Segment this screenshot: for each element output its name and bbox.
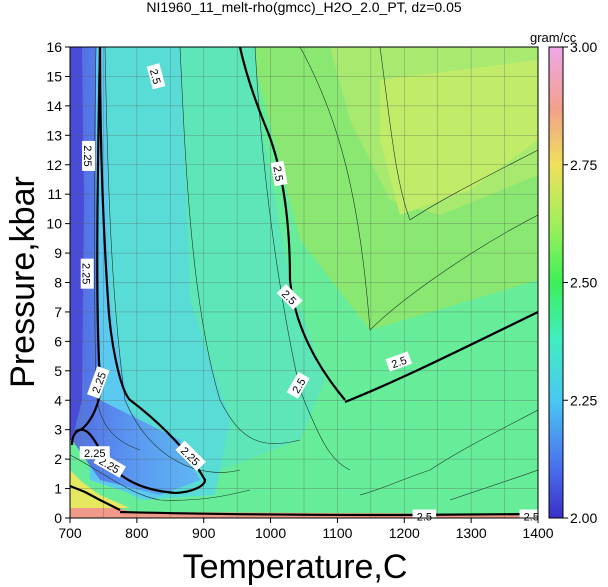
x-axis-ticks: 700 800 900 1000 1100 1200 1300 1400 bbox=[58, 518, 554, 541]
x-tick-label: 1100 bbox=[322, 525, 352, 541]
x-tick-label: 900 bbox=[192, 525, 216, 541]
contour-thin-9 bbox=[70, 454, 251, 501]
y-tick-label: 12 bbox=[46, 157, 62, 173]
y-tick-label: 1 bbox=[54, 481, 62, 497]
contour-2.5-diagonal bbox=[344, 311, 538, 404]
x-tick-label: 700 bbox=[58, 525, 82, 541]
y-tick-label: 8 bbox=[54, 275, 62, 291]
x-tick-label: 1200 bbox=[389, 525, 420, 541]
contour-2.5-vertical bbox=[238, 47, 346, 401]
field-band-peak-core bbox=[380, 60, 538, 215]
contour-label-text: 2.25 bbox=[81, 145, 93, 166]
contour-label: 2.5 bbox=[385, 351, 413, 372]
contour-label-bg bbox=[412, 509, 437, 523]
contour-thin-3 bbox=[179, 47, 301, 444]
colorbar-tick-label: 2.50 bbox=[570, 275, 597, 291]
x-axis-label: Temperature,C bbox=[183, 548, 408, 586]
contour-thin-5 bbox=[299, 47, 538, 331]
contour-label: 2.5 bbox=[146, 63, 166, 90]
y-tick-label: 7 bbox=[54, 304, 62, 320]
y-tick-label: 2 bbox=[54, 451, 62, 467]
contour-label-text: 2.25 bbox=[80, 263, 92, 284]
contour-2.5-edge bbox=[70, 484, 121, 511]
contour-label-bg bbox=[270, 160, 288, 187]
y-tick-label: 15 bbox=[46, 68, 62, 84]
y-tick-label: 14 bbox=[46, 98, 62, 114]
y-tick-label: 5 bbox=[54, 363, 62, 379]
contour-label-bg bbox=[286, 371, 310, 399]
contour-label-bg bbox=[175, 440, 206, 472]
contour-label: 2.5 bbox=[412, 509, 437, 524]
colorbar-gradient bbox=[548, 46, 564, 519]
x-tick-label: 1300 bbox=[456, 525, 487, 541]
contour-label-bg bbox=[80, 258, 94, 289]
x-tick-label: 1000 bbox=[255, 525, 286, 541]
contour-label-text: 2.25 bbox=[84, 448, 105, 460]
contour-label-bg bbox=[87, 366, 110, 399]
x-tick-label: 800 bbox=[125, 525, 149, 541]
contour-label-bg bbox=[276, 283, 303, 310]
y-tick-label: 9 bbox=[54, 245, 62, 261]
field-band-light-blue bbox=[80, 47, 200, 500]
contour-label: 2.25 bbox=[80, 258, 94, 289]
grid bbox=[70, 47, 538, 518]
y-tick-label: 3 bbox=[54, 422, 62, 438]
y-tick-label: 4 bbox=[54, 392, 62, 408]
thin-contours bbox=[70, 47, 538, 501]
colorbar: gram/cc 2.00 2.25 2.50 2.75 3.00 bbox=[530, 30, 597, 526]
contour-label-bg bbox=[519, 509, 544, 523]
y-tick-label: 13 bbox=[46, 127, 62, 143]
contour-label-bg bbox=[79, 446, 110, 460]
contour-label: 2.25 bbox=[81, 140, 96, 171]
colorbar-ticks: 2.00 2.25 2.50 2.75 3.00 bbox=[563, 39, 597, 526]
field-band-deep-blue bbox=[70, 47, 84, 440]
contour-label: 2.5 bbox=[519, 509, 544, 524]
y-tick-label: 10 bbox=[46, 216, 62, 232]
contour-thin-2 bbox=[104, 47, 241, 473]
colorbar-unit: gram/cc bbox=[530, 30, 577, 45]
contour-thin-7 bbox=[359, 409, 538, 496]
field-band-bottom-yellow bbox=[70, 470, 130, 508]
colorbar-tick-label: 2.00 bbox=[570, 510, 597, 526]
contour-label: 2.25 bbox=[79, 446, 110, 460]
colorbar-tick-label: 2.25 bbox=[570, 392, 597, 408]
y-tick-label: 16 bbox=[46, 39, 62, 55]
y-tick-label: 6 bbox=[54, 333, 62, 349]
y-axis-label: Pressure,kbar bbox=[4, 176, 42, 388]
contour-label-text: 2.5 bbox=[390, 355, 408, 372]
contour-thin-1 bbox=[94, 47, 141, 451]
contour-label-bg bbox=[146, 63, 166, 90]
x-tick-label: 1400 bbox=[522, 525, 553, 541]
colorbar-tick-label: 3.00 bbox=[570, 39, 597, 55]
contour-label-text: 2.5 bbox=[147, 68, 163, 86]
contour-label-bg bbox=[82, 140, 96, 171]
contour-thin-8 bbox=[449, 469, 538, 501]
y-tick-label: 0 bbox=[54, 510, 62, 526]
contour-thin-4 bbox=[254, 47, 351, 471]
contour-label-text: 2.5 bbox=[270, 165, 284, 182]
chart-title: NI1960_11_melt-rho(gmcc)_H2O_2.0_PT, dz=… bbox=[146, 0, 462, 15]
y-tick-label: 11 bbox=[47, 186, 62, 202]
contour-thin-6 bbox=[379, 47, 538, 221]
contour-label-bg bbox=[385, 351, 413, 372]
contour-label: 2.5 bbox=[270, 160, 288, 187]
colorbar-tick-label: 2.75 bbox=[570, 157, 597, 173]
contour-2.5-bottom bbox=[119, 510, 538, 517]
